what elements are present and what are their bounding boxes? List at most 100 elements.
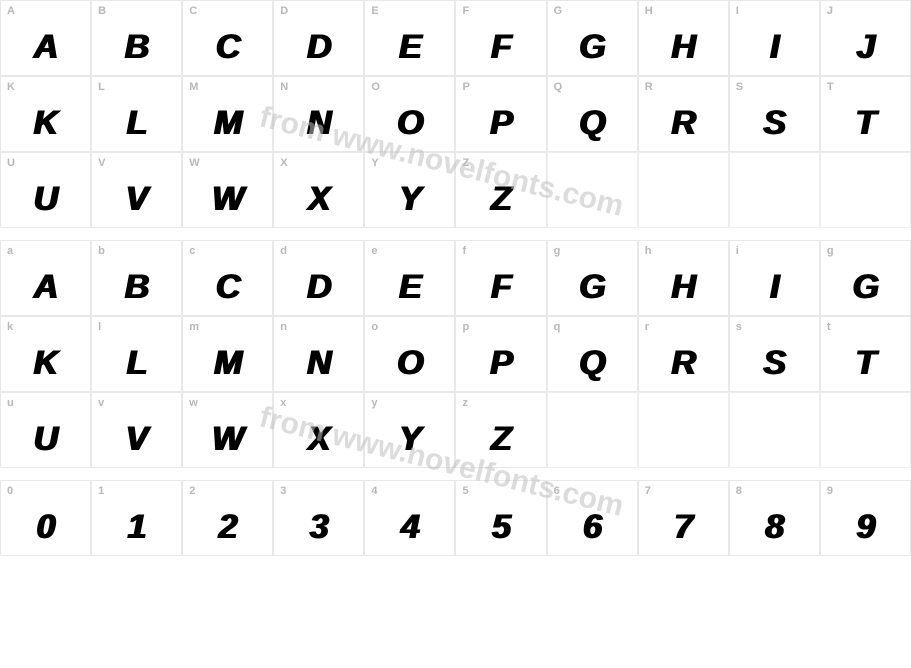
glyph-character: H <box>671 268 695 307</box>
glyph-cell: bB <box>91 240 182 316</box>
glyph-character: S <box>764 344 786 383</box>
glyph-cell: WW <box>182 152 273 228</box>
glyph-cell-label: h <box>645 245 652 257</box>
glyph-cell-label: K <box>7 81 15 93</box>
glyph-character: S <box>764 104 786 143</box>
glyph-character: R <box>671 104 695 143</box>
glyph-cell-label: W <box>189 157 199 169</box>
glyph-cell: 33 <box>273 480 364 556</box>
glyph-cell-label: A <box>7 5 15 17</box>
glyph-cell-empty <box>820 392 911 468</box>
glyph-cell-label: 7 <box>645 485 651 497</box>
glyph-cell-label: H <box>645 5 653 17</box>
glyph-cell-label: Y <box>371 157 378 169</box>
glyph-character: Z <box>491 420 511 459</box>
glyph-character: T <box>856 104 876 143</box>
glyph-character: F <box>491 28 511 67</box>
glyph-cell-label: C <box>189 5 197 17</box>
glyph-cell-label: g <box>827 245 834 257</box>
glyph-cell: uU <box>0 392 91 468</box>
glyph-cell: QQ <box>547 76 638 152</box>
glyph-character: 5 <box>492 508 510 547</box>
glyph-cell-label: Z <box>462 157 469 169</box>
glyph-cell-label: F <box>462 5 469 17</box>
glyph-character: U <box>34 180 58 219</box>
glyph-cell: SS <box>729 76 820 152</box>
glyph-cell: RR <box>638 76 729 152</box>
glyph-cell: 55 <box>455 480 546 556</box>
glyph-cell: yY <box>364 392 455 468</box>
glyph-cell-label: e <box>371 245 377 257</box>
glyph-cell-label: N <box>280 81 288 93</box>
glyph-cell-label: x <box>280 397 286 409</box>
glyph-cell-label: T <box>827 81 834 93</box>
glyph-cell-label: S <box>736 81 743 93</box>
glyph-cell: VV <box>91 152 182 228</box>
glyph-character: U <box>34 420 58 459</box>
glyph-cell-empty <box>547 152 638 228</box>
glyph-cell: NN <box>273 76 364 152</box>
glyph-cell-label: o <box>371 321 378 333</box>
font-character-map-grid: AABBCCDDEEFFGGHHIIJJKKLLMMNNOOPPQQRRSSTT… <box>0 0 911 556</box>
glyph-cell: hH <box>638 240 729 316</box>
glyph-cell: tT <box>820 316 911 392</box>
glyph-cell-label: Q <box>554 81 563 93</box>
glyph-cell: TT <box>820 76 911 152</box>
glyph-cell-label: V <box>98 157 105 169</box>
glyph-cell: AA <box>0 0 91 76</box>
glyph-character: T <box>856 344 876 383</box>
glyph-cell-label: 3 <box>280 485 286 497</box>
glyph-cell: aA <box>0 240 91 316</box>
glyph-cell-label: t <box>827 321 831 333</box>
glyph-cell: sS <box>729 316 820 392</box>
glyph-cell: iI <box>729 240 820 316</box>
glyph-cell: zZ <box>455 392 546 468</box>
glyph-character: Q <box>579 104 604 143</box>
glyph-character: C <box>216 268 240 307</box>
glyph-cell: HH <box>638 0 729 76</box>
glyph-character: K <box>34 104 58 143</box>
glyph-cell: fF <box>455 240 546 316</box>
glyph-cell: dD <box>273 240 364 316</box>
glyph-cell-label: 9 <box>827 485 833 497</box>
glyph-character: 9 <box>856 508 874 547</box>
glyph-cell-label: r <box>645 321 649 333</box>
glyph-cell: KK <box>0 76 91 152</box>
glyph-character: Z <box>491 180 511 219</box>
glyph-cell: cC <box>182 240 273 316</box>
glyph-character: B <box>125 268 149 307</box>
glyph-cell: MM <box>182 76 273 152</box>
glyph-cell-label: b <box>98 245 105 257</box>
glyph-cell-empty <box>729 392 820 468</box>
glyph-cell-label: g <box>554 245 561 257</box>
glyph-cell-label: 1 <box>98 485 104 497</box>
glyph-cell-label: G <box>554 5 563 17</box>
glyph-cell: ZZ <box>455 152 546 228</box>
glyph-cell-empty <box>820 152 911 228</box>
glyph-cell: 99 <box>820 480 911 556</box>
glyph-character: X <box>308 180 330 219</box>
glyph-cell-label: i <box>736 245 739 257</box>
glyph-cell-empty <box>638 392 729 468</box>
glyph-cell: EE <box>364 0 455 76</box>
glyph-cell: LL <box>91 76 182 152</box>
glyph-character: J <box>856 28 874 67</box>
glyph-character: M <box>214 104 241 143</box>
glyph-cell-label: s <box>736 321 742 333</box>
glyph-character: G <box>579 268 604 307</box>
glyph-character: A <box>34 28 58 67</box>
glyph-cell: 88 <box>729 480 820 556</box>
glyph-cell-label: 2 <box>189 485 195 497</box>
glyph-cell-label: R <box>645 81 653 93</box>
glyph-character: L <box>127 104 147 143</box>
glyph-character: D <box>307 28 331 67</box>
glyph-cell: oO <box>364 316 455 392</box>
glyph-cell-label: 8 <box>736 485 742 497</box>
glyph-character: F <box>491 268 511 307</box>
glyph-character: 1 <box>128 508 146 547</box>
glyph-character: A <box>34 268 58 307</box>
glyph-character: Y <box>399 180 421 219</box>
glyph-cell: lL <box>91 316 182 392</box>
glyph-character: P <box>490 344 512 383</box>
glyph-cell: 00 <box>0 480 91 556</box>
